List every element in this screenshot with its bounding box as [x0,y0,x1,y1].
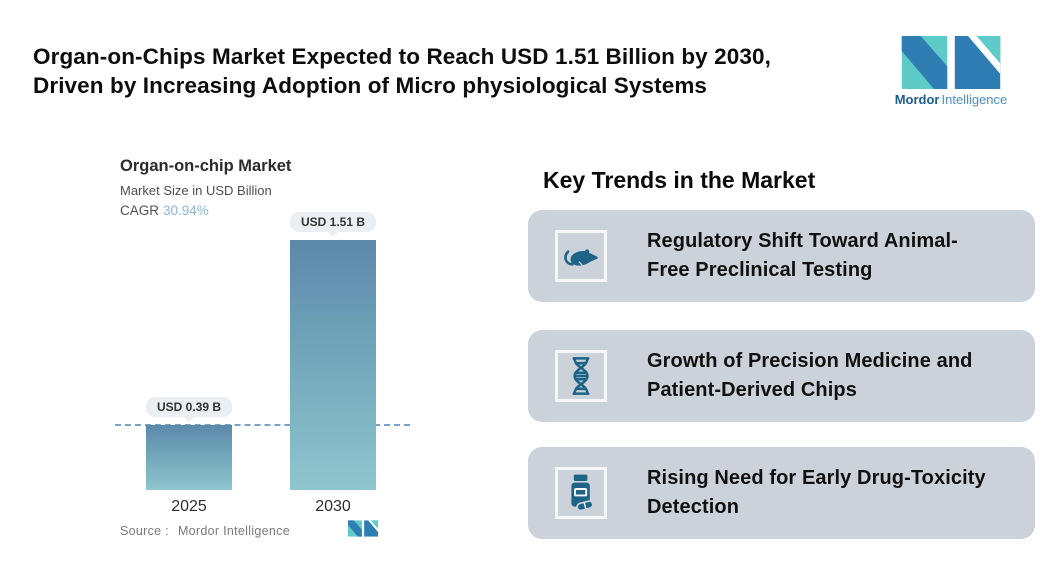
cagr-label: CAGR [120,203,160,218]
brand-name: Mordor Intelligence [893,92,1009,107]
icon-tile [555,350,607,402]
brand-name-regular: Intelligence [941,92,1008,107]
trend-card-drug-toxicity: Rising Need for Early Drug-Toxicity Detec… [528,447,1035,539]
value-label-2025: USD 0.39 B [145,397,233,417]
x-tick-2025: 2025 [171,498,207,515]
bar-group-2030: USD 1.51 B [289,212,377,490]
icon-tile [555,230,607,282]
dna-icon [572,357,590,395]
cagr-value: 30.94% [163,203,209,218]
trend-card-text: Growth of Precision Medicine and Patient-… [647,350,973,401]
value-label-2030: USD 1.51 B [289,212,377,232]
pill-bottle-icon [571,474,594,512]
bar-2025 [146,425,232,490]
trends-heading: Key Trends in the Market [543,167,816,194]
mordor-intelligence-logo-icon [901,36,1001,89]
chart-cagr: CAGR 30.94% [120,203,209,218]
brand-logo: Mordor Intelligence [893,36,1009,107]
trend-card-animal-free-testing: Regulatory Shift Toward Animal- Free Prec… [528,210,1035,302]
rat-icon [564,249,598,266]
chart-title: Organ-on-chip Market [120,157,292,175]
trend-card-text: Rising Need for Early Drug-Toxicity Detec… [647,467,986,518]
brand-name-bold: Mordor [894,92,940,107]
mordor-mini-logo-icon [348,520,378,537]
chart-subtitle: Market Size in USD Billion [120,183,272,198]
source-label: Source : [120,524,169,538]
icon-tile [555,467,607,519]
x-tick-2030: 2030 [315,498,351,515]
bar-2030 [290,240,376,490]
source-value: Mordor Intelligence [177,524,290,538]
reference-dashed-line [115,424,410,426]
page-title: Organ-on-Chips Market Expected to Reach … [33,44,771,99]
chart-source: Source : Mordor Intelligence [120,524,290,538]
trend-card-precision-medicine: Growth of Precision Medicine and Patient-… [528,330,1035,422]
bar-group-2025: USD 0.39 B [145,397,233,490]
bar-chart: USD 0.39 B USD 1.51 B 2025 2030 [115,210,420,515]
trend-card-text: Regulatory Shift Toward Animal- Free Prec… [647,230,958,281]
